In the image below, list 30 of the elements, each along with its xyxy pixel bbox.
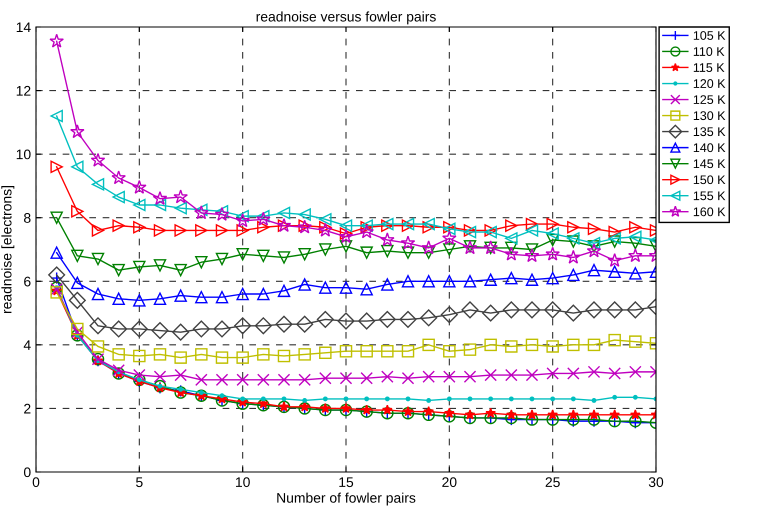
legend-label: 120 K (694, 79, 726, 88)
y-tick-label: 2 (24, 404, 30, 414)
legend-label: 130 K (694, 111, 726, 120)
legend-label: 110 K (694, 47, 724, 56)
legend-label: 145 K (694, 159, 726, 168)
legend-label: 160 K (694, 207, 726, 216)
legend-label: 125 K (694, 95, 726, 104)
legend-label: 135 K (694, 127, 726, 136)
y-axis-title: readnoise [electrons] (1, 186, 14, 314)
x-tick-label: 5 (136, 477, 143, 488)
y-tick-label: 14 (16, 22, 31, 32)
x-axis-title: Number of fowler pairs (277, 492, 416, 506)
legend-label: 150 K (694, 175, 726, 184)
chart-title: readnoise versus fowler pairs (256, 11, 436, 24)
x-tick-label: 20 (442, 477, 457, 488)
x-tick-label: 10 (236, 477, 250, 488)
y-tick-label: 12 (16, 86, 30, 96)
legend-label: 155 K (694, 191, 726, 200)
legend-label: 115 K (694, 63, 724, 72)
y-tick-label: 10 (16, 149, 31, 160)
legend-label: 105 K (694, 31, 726, 40)
y-tick-label: 6 (24, 276, 31, 286)
legend-label: 140 K (694, 143, 726, 152)
x-tick-label: 30 (648, 477, 664, 488)
x-tick-label: 25 (546, 477, 560, 488)
x-tick-label: 15 (339, 477, 354, 488)
y-tick-label: 0 (24, 467, 31, 478)
y-tick-label: 8 (24, 213, 31, 223)
y-tick-label: 4 (24, 340, 31, 350)
x-tick-label: 0 (32, 477, 40, 488)
